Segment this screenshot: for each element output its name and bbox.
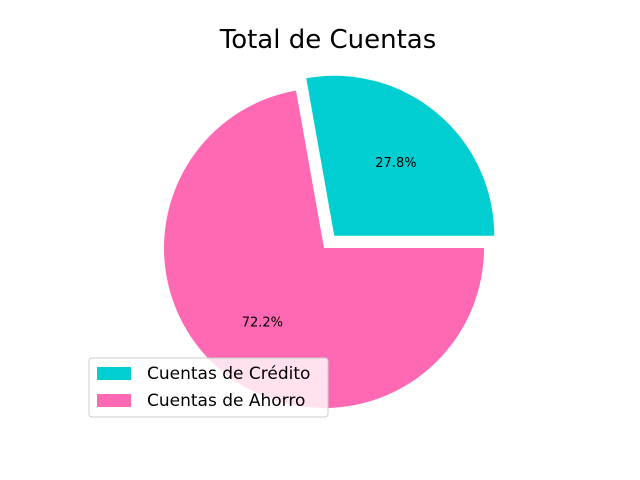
- pie-slice-2: [164, 90, 484, 409]
- legend-box: [88, 357, 329, 418]
- pie-labels: 27.8% 72.2%: [242, 156, 417, 330]
- slice-percent-label-2: 72.2%: [242, 316, 283, 331]
- pie-slice-1: [306, 75, 495, 236]
- slice-percent-label-1: 27.8%: [375, 156, 416, 171]
- pie-slices: [164, 75, 495, 409]
- legend-label-1: Cuentas de Crédito: [147, 364, 310, 384]
- legend-swatch-1: [97, 367, 131, 380]
- legend: Cuentas de Crédito Cuentas de Ahorro: [88, 357, 329, 418]
- chart-title: Total de Cuentas: [219, 25, 437, 55]
- legend-label-2: Cuentas de Ahorro: [147, 391, 305, 411]
- legend-swatch-2: [97, 394, 131, 407]
